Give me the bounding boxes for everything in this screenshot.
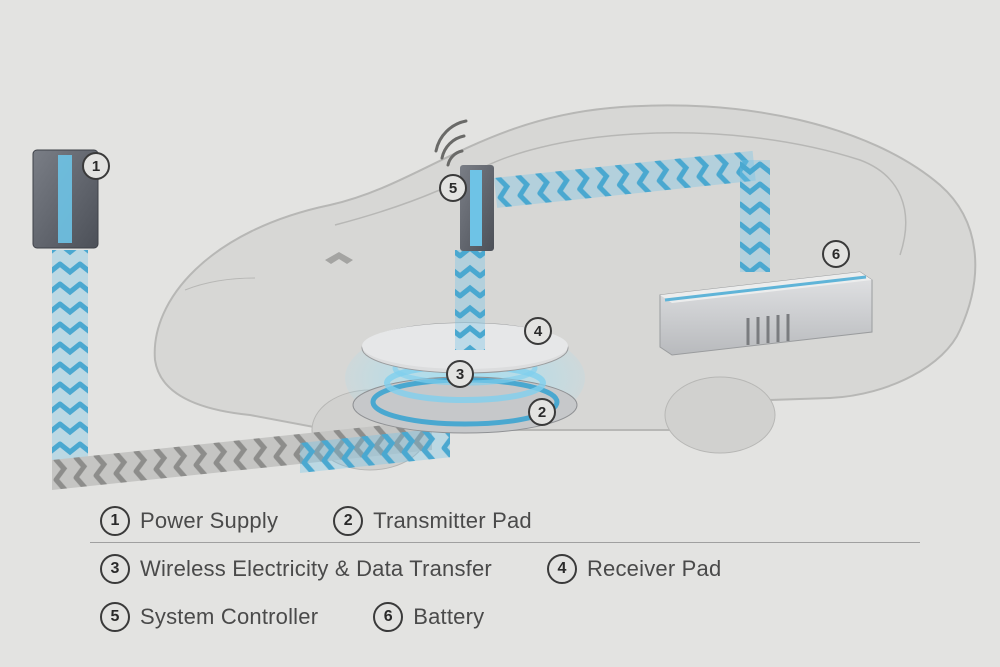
callout-number: 3 xyxy=(456,366,464,383)
callout-badge-2: 2 xyxy=(529,399,555,425)
legend-badge: 1 xyxy=(100,506,130,536)
legend-badge: 6 xyxy=(373,602,403,632)
legend-label: Receiver Pad xyxy=(587,556,721,582)
legend-badge: 4 xyxy=(547,554,577,584)
legend-badge: 2 xyxy=(333,506,363,536)
legend-item-4: 4 Receiver Pad xyxy=(547,554,721,584)
callout-badge-1: 1 xyxy=(83,153,109,179)
legend-item-3: 3 Wireless Electricity & Data Transfer xyxy=(100,554,492,584)
legend-badge: 3 xyxy=(100,554,130,584)
legend-item-6: 6 Battery xyxy=(373,602,484,632)
legend-badge: 5 xyxy=(100,602,130,632)
callout-badge-5: 5 xyxy=(440,175,466,201)
callout-badge-4: 4 xyxy=(525,318,551,344)
legend-label: Transmitter Pad xyxy=(373,508,532,534)
legend: 1 Power Supply 2 Transmitter Pad 3 Wireless E… xyxy=(100,506,920,632)
callout-number: 2 xyxy=(538,404,546,421)
legend-item-2: 2 Transmitter Pad xyxy=(333,506,532,536)
legend-label: Power Supply xyxy=(140,508,278,534)
legend-label: Battery xyxy=(413,604,484,630)
callout-badge-3: 3 xyxy=(447,361,473,387)
legend-item-5: 5 System Controller xyxy=(100,602,318,632)
flow-pad-to-controller xyxy=(455,250,485,350)
legend-label: Wireless Electricity & Data Transfer xyxy=(140,556,492,582)
callout-number: 6 xyxy=(832,246,840,263)
callout-badge-6: 6 xyxy=(823,241,849,267)
callout-number: 5 xyxy=(449,180,457,197)
callout-number: 1 xyxy=(92,158,100,175)
legend-item-1: 1 Power Supply xyxy=(100,506,278,536)
legend-label: System Controller xyxy=(140,604,318,630)
callout-number: 4 xyxy=(534,323,543,340)
